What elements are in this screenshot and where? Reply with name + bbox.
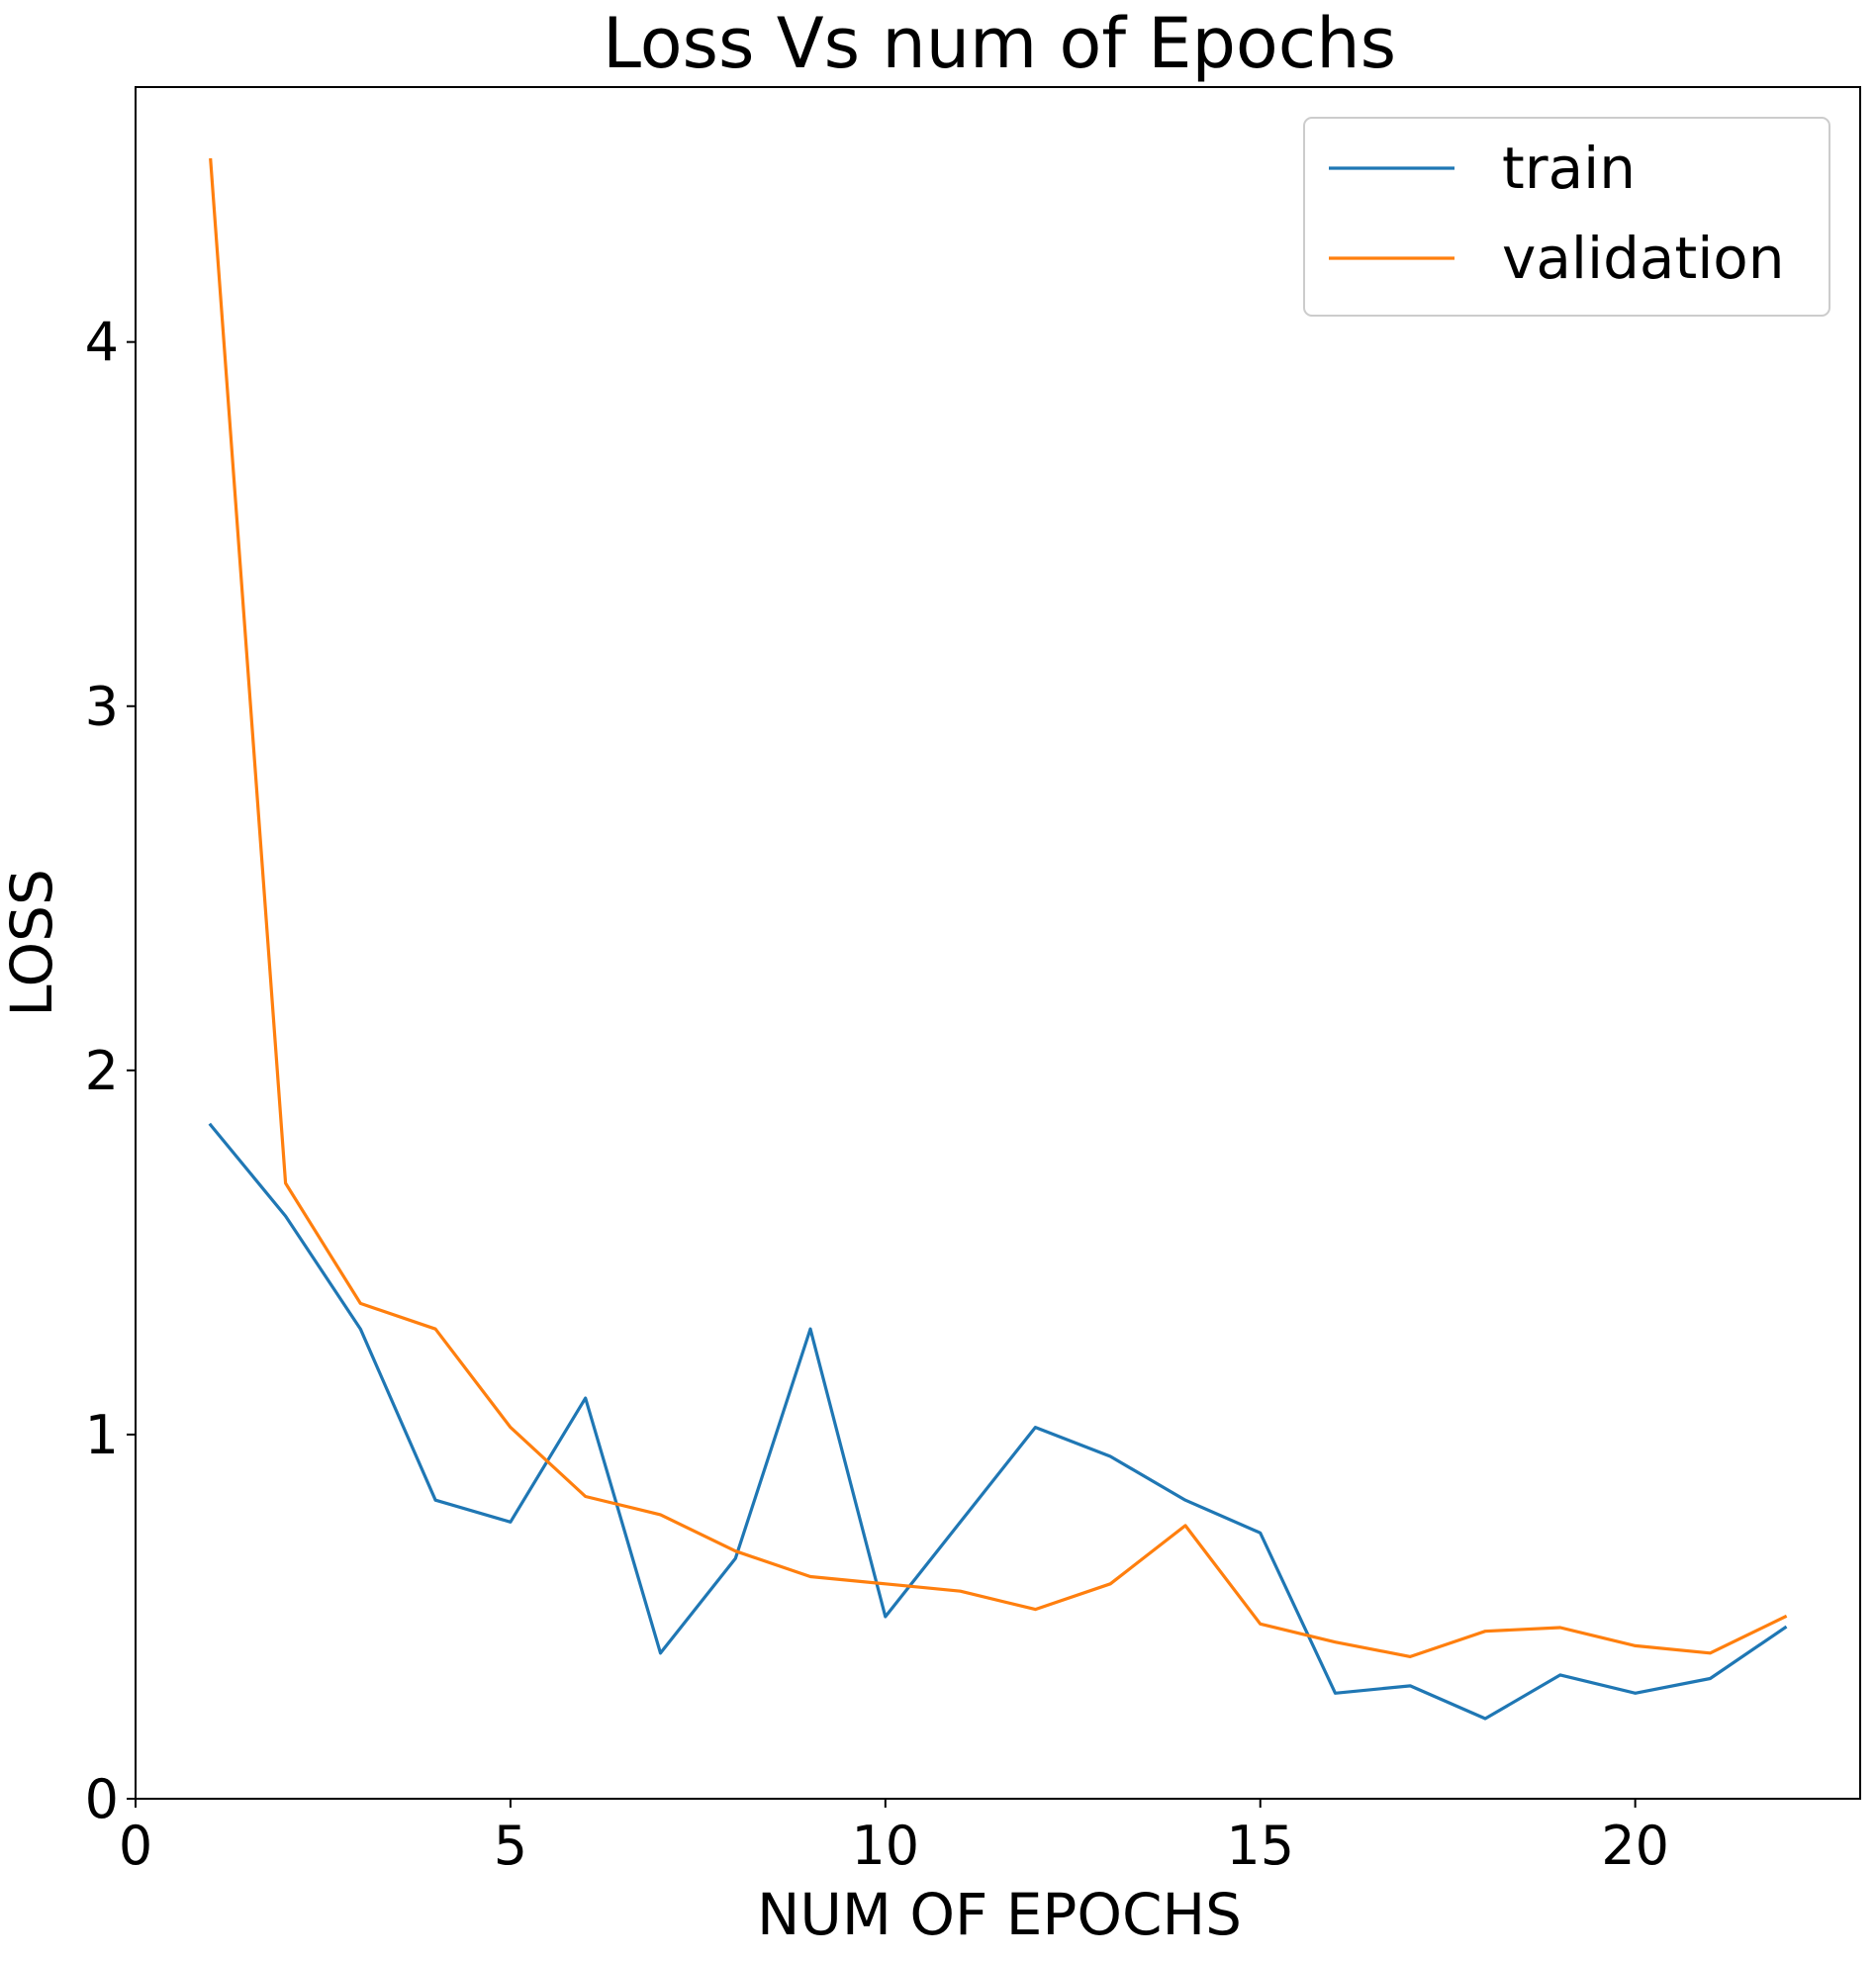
chart-title: Loss Vs num of Epochs <box>603 3 1396 84</box>
x-tick-label: 10 <box>851 1815 919 1877</box>
x-axis-ticks: 0 5 10 15 20 <box>119 1799 1669 1877</box>
x-tick-label: 0 <box>119 1815 152 1877</box>
y-tick-label: 4 <box>85 312 119 374</box>
x-tick-label: 20 <box>1601 1815 1669 1877</box>
y-tick-label: 2 <box>85 1040 119 1102</box>
y-tick-label: 1 <box>85 1404 119 1466</box>
plot-frame <box>135 86 1861 1800</box>
series-line-validation <box>209 157 1788 1659</box>
legend-label-train: train <box>1502 135 1636 202</box>
y-tick-label: 3 <box>85 676 119 738</box>
legend: train validation <box>1303 117 1830 317</box>
x-tick-label: 5 <box>494 1815 527 1877</box>
series-line-train <box>208 1122 1788 1721</box>
y-axis-ticks: 0 1 2 3 4 <box>85 312 136 1830</box>
x-tick-label: 15 <box>1226 1815 1294 1877</box>
y-tick-label: 0 <box>85 1768 119 1830</box>
x-axis-label: NUM OF EPOCHS <box>757 1881 1242 1948</box>
y-axis-label: LOSS <box>0 869 65 1017</box>
legend-label-validation: validation <box>1502 225 1785 292</box>
plot-marks <box>208 157 1788 1721</box>
